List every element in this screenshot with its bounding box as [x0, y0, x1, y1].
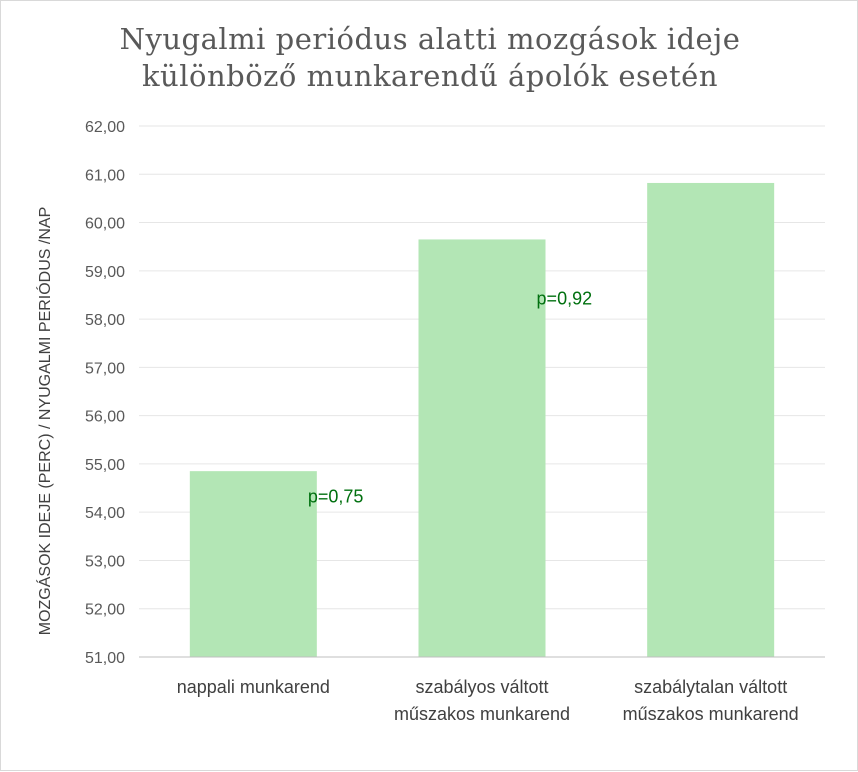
y-tick-label: 55,00 — [85, 457, 125, 474]
y-tick-label: 62,00 — [85, 119, 125, 136]
y-tick-label: 58,00 — [85, 312, 125, 329]
y-tick-label: 57,00 — [85, 360, 125, 377]
y-axis-label: MOZGÁSOK IDEJE (PERC) / NYUGALMI PERIÓDU… — [35, 207, 54, 636]
chart-title-line-2: különböző munkarendű ápolók esetén — [141, 59, 719, 93]
y-tick-label: 56,00 — [85, 409, 125, 426]
y-tick-label: 52,00 — [85, 602, 125, 619]
chart-title: Nyugalmi periódus alatti mozgások ideje … — [1, 21, 858, 95]
x-category-label: szabályos váltott műszakos munkarend — [394, 677, 570, 724]
y-tick-label: 53,00 — [85, 553, 125, 570]
bar — [189, 471, 317, 657]
p-value-annotation: p=0,75 — [308, 486, 364, 506]
y-tick-label: 54,00 — [85, 505, 125, 522]
y-tick-label: 61,00 — [85, 167, 125, 184]
bar — [647, 182, 775, 657]
y-tick-label: 51,00 — [85, 650, 125, 667]
p-value-annotation: p=0,92 — [537, 288, 593, 308]
x-category-label: szabálytalan váltott műszakos munkarend — [623, 677, 799, 724]
y-tick-label: 59,00 — [85, 264, 125, 281]
x-category-label: nappali munkarend — [177, 677, 330, 697]
y-tick-label: 60,00 — [85, 216, 125, 233]
chart-title-line-1: Nyugalmi periódus alatti mozgások ideje — [119, 22, 741, 56]
annotations: p=0,75 p=0,92 — [308, 288, 592, 506]
bars — [189, 182, 775, 657]
y-axis-ticks: 51,00 52,00 53,00 54,00 55,00 56,00 57,00 58,00… — [85, 119, 125, 667]
bar — [418, 239, 546, 657]
x-axis-categories: nappali munkarend szabályos váltott műszak… — [177, 677, 799, 724]
